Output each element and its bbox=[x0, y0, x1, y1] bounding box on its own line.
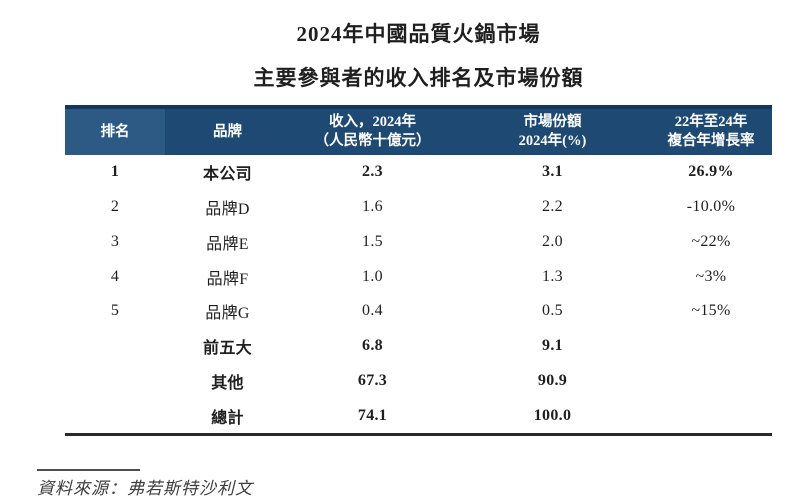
column-header-line: 2024年(%) bbox=[518, 133, 587, 149]
cell-share: 9.1 bbox=[542, 337, 563, 355]
cell-brand: 前五大 bbox=[203, 340, 252, 358]
cell-share: 2.2 bbox=[542, 198, 563, 216]
column-header-line: 22年至24年 bbox=[674, 114, 748, 130]
page-title-block: 2024年中國品質火鍋市場 主要參與者的收入排名及市場份額 bbox=[65, 18, 772, 92]
table-row: 總計 74.1 100.0 bbox=[65, 398, 772, 433]
cell-brand: 其他 bbox=[211, 374, 244, 392]
cell-rank: 1 bbox=[110, 163, 120, 181]
table-row: 5 品牌G 0.4 0.5 ~15% bbox=[65, 294, 772, 329]
cell-brand: 品牌D bbox=[205, 201, 250, 219]
column-header-line: 排名 bbox=[100, 123, 130, 140]
cell-revenue: 1.5 bbox=[362, 232, 383, 250]
table-row: 1 本公司 2.3 3.1 26.9% bbox=[65, 155, 772, 190]
page-subtitle: 主要參與者的收入排名及市場份額 bbox=[253, 66, 584, 90]
column-header-line: （人民幣十億元） bbox=[314, 133, 431, 149]
table-row: 2 品牌D 1.6 2.2 -10.0% bbox=[65, 190, 772, 225]
column-header-line: 品牌 bbox=[213, 123, 242, 140]
column-header-cagr: 22年至24年 複合年增長率 bbox=[650, 109, 772, 155]
cell-rank: 3 bbox=[110, 232, 120, 250]
table-row: 前五大 6.8 9.1 bbox=[65, 329, 772, 364]
table-body: 1 本公司 2.3 3.1 26.9% 2 品牌D 1.6 2.2 -10.0% 3 品牌E 1.5 2.… bbox=[65, 155, 772, 433]
cell-brand: 本公司 bbox=[203, 166, 252, 184]
cell-cagr: 26.9% bbox=[688, 163, 734, 181]
cell-brand: 總計 bbox=[211, 409, 244, 427]
cell-rank: 2 bbox=[110, 198, 120, 216]
cell-brand: 品牌G bbox=[205, 305, 250, 323]
source-note: 資料來源：弗若斯特沙利文 bbox=[37, 479, 253, 498]
cell-revenue: 0.4 bbox=[362, 302, 383, 320]
cell-revenue: 6.8 bbox=[362, 337, 383, 355]
column-header-revenue: 收入，2024年 （人民幣十億元） bbox=[290, 109, 455, 155]
cell-cagr: ~15% bbox=[691, 302, 731, 320]
cell-share: 90.9 bbox=[537, 371, 568, 389]
cell-rank: 4 bbox=[110, 267, 120, 285]
cell-share: 100.0 bbox=[533, 406, 572, 424]
cell-brand: 品牌E bbox=[206, 235, 249, 253]
cell-cagr: -10.0% bbox=[686, 198, 736, 216]
page-title: 2024年中國品質火鍋市場 bbox=[296, 22, 541, 46]
market-share-table: 排名 品牌 收入，2024年 （人民幣十億元） 市場份額 2024年(%) 22… bbox=[65, 105, 772, 436]
cell-revenue: 67.3 bbox=[357, 371, 388, 389]
cell-share: 0.5 bbox=[542, 302, 563, 320]
cell-revenue: 2.3 bbox=[362, 163, 383, 181]
cell-revenue: 1.6 bbox=[362, 198, 383, 216]
cell-cagr: ~3% bbox=[695, 267, 727, 285]
column-header-line: 收入，2024年 bbox=[329, 114, 416, 130]
cell-cagr: ~22% bbox=[691, 232, 731, 250]
column-header-brand: 品牌 bbox=[165, 109, 290, 155]
source-divider bbox=[37, 469, 140, 471]
column-header-line: 複合年增長率 bbox=[667, 133, 755, 149]
column-header-market-share: 市場份額 2024年(%) bbox=[455, 109, 650, 155]
table-row: 4 品牌F 1.0 1.3 ~3% bbox=[65, 259, 772, 294]
table-header-row: 排名 品牌 收入，2024年 （人民幣十億元） 市場份額 2024年(%) 22… bbox=[65, 105, 772, 155]
cell-share: 2.0 bbox=[542, 232, 563, 250]
cell-brand: 品牌F bbox=[206, 270, 249, 288]
cell-share: 1.3 bbox=[542, 267, 563, 285]
cell-revenue: 1.0 bbox=[362, 267, 383, 285]
column-header-line: 市場份額 bbox=[523, 114, 582, 130]
table-row: 其他 67.3 90.9 bbox=[65, 364, 772, 399]
column-header-rank: 排名 bbox=[65, 109, 165, 155]
cell-rank: 5 bbox=[110, 302, 120, 320]
cell-share: 3.1 bbox=[542, 163, 563, 181]
cell-revenue: 74.1 bbox=[357, 406, 388, 424]
table-row: 3 品牌E 1.5 2.0 ~22% bbox=[65, 225, 772, 260]
